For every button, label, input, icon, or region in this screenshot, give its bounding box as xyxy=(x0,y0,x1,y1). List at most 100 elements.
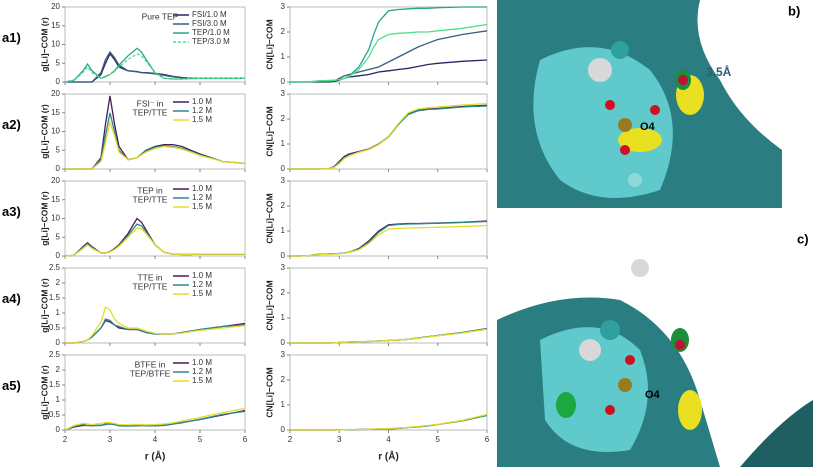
y-tick-label: 2 xyxy=(281,201,286,210)
y-axis-label: g[Li]−COM (r) xyxy=(39,17,49,72)
plot-frame xyxy=(289,354,488,431)
y-tick-label: 0 xyxy=(56,164,61,173)
plot-frame xyxy=(289,180,488,257)
molecular-image-c: O4 xyxy=(497,250,813,467)
data-line xyxy=(64,227,245,257)
y-tick-label: 0.5 xyxy=(49,410,61,419)
y-tick-label: 0 xyxy=(281,77,286,86)
legend-label: FSI/1.0 M xyxy=(192,10,227,19)
y-tick-label: 0 xyxy=(56,338,61,347)
y-axis-label: g[Li]−COM (r) xyxy=(39,191,49,246)
legend-label: 1.5 M xyxy=(192,115,212,124)
y-tick-label: 10 xyxy=(51,127,60,136)
legend-label: 1.5 M xyxy=(192,202,212,211)
y-tick-label: 1.5 xyxy=(49,293,61,302)
y-axis-label: CN[Li]−COM xyxy=(264,106,274,156)
legend-label: 1.2 M xyxy=(192,280,212,289)
data-line xyxy=(290,413,488,431)
y-tick-label: 15 xyxy=(51,21,60,30)
y-tick-label: 0 xyxy=(281,251,286,260)
data-line xyxy=(64,47,245,83)
data-line xyxy=(65,119,246,170)
y-tick-label: 1 xyxy=(281,313,286,322)
panel-label: a1) xyxy=(2,30,21,45)
annotation: BTFE in xyxy=(135,359,166,369)
data-line xyxy=(65,319,246,344)
legend-label: 1.0 M xyxy=(192,97,212,106)
y-tick-label: 1.5 xyxy=(49,380,61,389)
plot-frame xyxy=(289,267,488,344)
annotation: FSI⁻ in xyxy=(137,98,164,108)
y-tick-label: 15 xyxy=(51,195,60,204)
legend-label: TEP/1.0 M xyxy=(192,28,230,37)
legend-label: 1.5 M xyxy=(192,289,212,298)
y-tick-label: 2.5 xyxy=(49,263,61,272)
legend-label: 1.2 M xyxy=(192,106,212,115)
panel-label: a4) xyxy=(2,291,21,306)
data-line xyxy=(64,410,246,431)
panel-label: a3) xyxy=(2,204,21,219)
x-axis-label: r (Å) xyxy=(378,450,399,463)
x-tick-label: 3 xyxy=(337,435,342,444)
y-tick-label: 0.5 xyxy=(49,323,61,332)
atom-label: O4 xyxy=(640,121,656,133)
y-tick-label: 15 xyxy=(51,108,60,117)
legend-label: FSI/3.0 M xyxy=(192,19,227,28)
y-tick-label: 5 xyxy=(56,145,61,154)
x-tick-label: 2 xyxy=(63,435,68,444)
annotation: TTE in xyxy=(137,272,162,282)
y-tick-label: 1 xyxy=(281,400,286,409)
panel-label: c) xyxy=(797,231,809,246)
y-tick-label: 1 xyxy=(281,139,286,148)
data-line xyxy=(64,53,245,83)
y-tick-label: 2 xyxy=(281,288,286,297)
legend-label: TEP/3.0 M xyxy=(192,37,230,46)
y-tick-label: 2 xyxy=(281,375,286,384)
y-tick-label: 3 xyxy=(281,350,286,359)
x-axis-label: r (Å) xyxy=(145,450,166,463)
y-tick-label: 20 xyxy=(51,2,60,11)
molecular-image-b: 3.5Å O4 xyxy=(497,0,782,208)
panel-label: a2) xyxy=(2,117,21,132)
data-line xyxy=(64,217,245,257)
data-line xyxy=(64,407,246,431)
y-tick-label: 0 xyxy=(56,425,61,434)
x-tick-label: 6 xyxy=(243,435,248,444)
x-tick-label: 2 xyxy=(288,435,293,444)
annotation: TEP/BTFE xyxy=(130,368,171,378)
y-tick-label: 1 xyxy=(56,395,61,404)
y-tick-label: 10 xyxy=(51,40,60,49)
y-tick-label: 5 xyxy=(56,232,61,241)
legend-label: 1.2 M xyxy=(192,367,212,376)
y-tick-label: 3 xyxy=(281,89,286,98)
data-line xyxy=(64,223,245,257)
y-tick-label: 1 xyxy=(281,226,286,235)
y-tick-label: 0 xyxy=(56,251,61,260)
data-line xyxy=(290,30,488,83)
y-axis-label: g[Li]−COM (r) xyxy=(39,278,49,333)
data-line xyxy=(290,23,488,83)
data-line xyxy=(290,224,488,257)
data-line xyxy=(65,305,246,344)
y-axis-label: CN[Li]−COM xyxy=(264,193,274,243)
data-line xyxy=(290,102,488,170)
y-axis-label: g[Li]−COM (r) xyxy=(39,365,49,420)
y-tick-label: 3 xyxy=(281,2,286,11)
x-tick-label: 4 xyxy=(153,435,158,444)
y-tick-label: 20 xyxy=(51,89,60,98)
y-axis-label: CN[Li]−COM xyxy=(264,280,274,330)
y-tick-label: 2.5 xyxy=(49,350,61,359)
x-tick-label: 5 xyxy=(436,435,441,444)
legend-label: 1.0 M xyxy=(192,271,212,280)
panel-label: a5) xyxy=(2,378,21,393)
y-tick-label: 5 xyxy=(56,58,61,67)
y-tick-label: 20 xyxy=(51,176,60,185)
x-tick-label: 3 xyxy=(108,435,113,444)
data-line xyxy=(65,50,245,83)
y-tick-label: 3 xyxy=(281,176,286,185)
y-tick-label: 2 xyxy=(56,365,61,374)
y-tick-label: 1 xyxy=(281,52,286,61)
annotation: TEP/TTE xyxy=(133,281,168,291)
data-line xyxy=(290,328,488,344)
x-tick-label: 5 xyxy=(198,435,203,444)
